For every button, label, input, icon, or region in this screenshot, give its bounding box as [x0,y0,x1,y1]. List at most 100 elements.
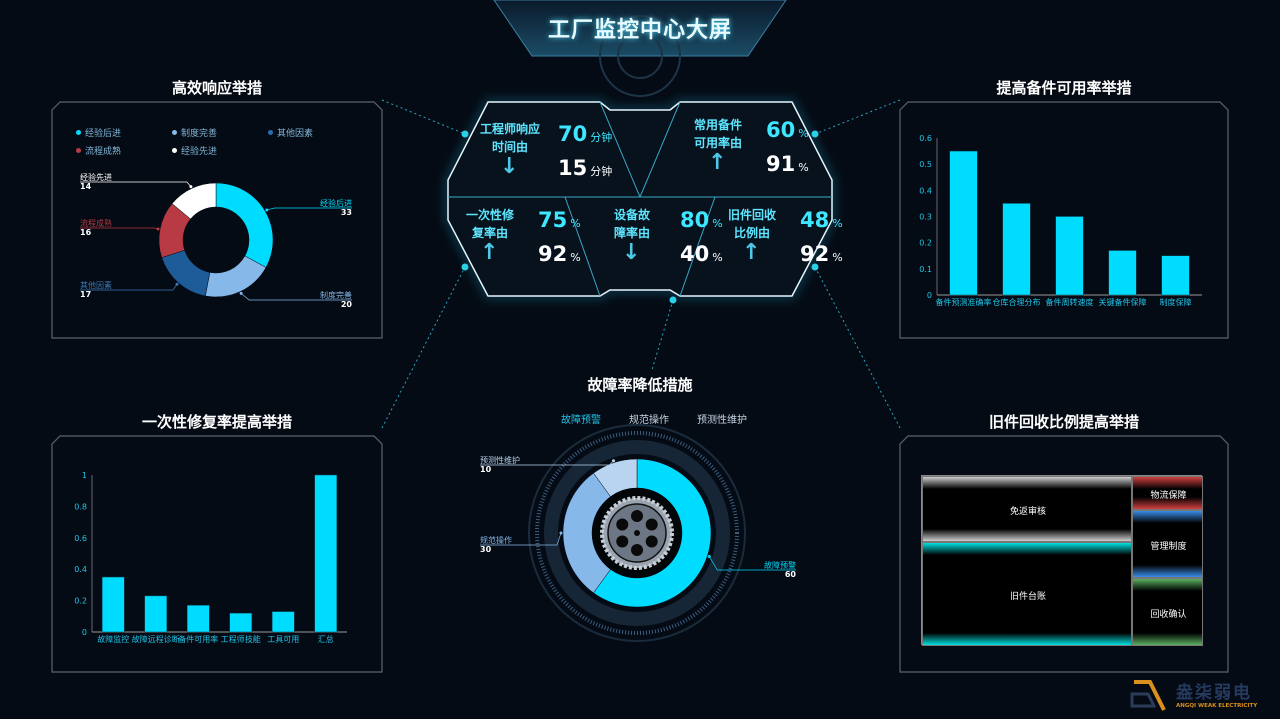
slice-value: 30 [480,545,492,554]
brand-logo: 盎柒弱电 ANGQI WEAK ELECTRICITY [1128,676,1278,716]
legend-dot [172,148,177,153]
legend-item[interactable]: 预测性维护 [697,415,747,426]
slice-name: 流程成熟 [80,218,112,228]
slice-name: 预测性维护 [480,455,520,465]
kpi-card: 旧件回收 比例由 ↑ 48% 92% [712,206,862,276]
kpi-from-value: 75% [538,208,581,232]
y-tick-label: 0.8 [74,502,87,511]
kpi-unit: % [832,251,843,264]
kpi-label: 设备故 障率由 [592,206,672,242]
treemap-tile: 管理制度 [1132,510,1203,578]
x-tick-label: 备件预测准确率 [936,297,992,307]
treemap-tile-label: 旧件台账 [1009,591,1046,602]
brand-name: 盎柒弱电 [1176,683,1252,703]
slice-value: 17 [80,290,91,299]
brand-subtitle: ANGQI WEAK ELECTRICITY [1176,703,1258,709]
y-tick-label: 1 [82,471,87,480]
slice-name: 故障预警 [764,560,796,570]
bar [949,150,978,296]
legend-item: 制度完善 [172,126,217,139]
panel-title-failure: 故障率降低措施 [587,376,693,394]
treemap-tile-label: 管理制度 [1150,542,1187,552]
kpi-card: 工程师响应 时间由 ↓ 70 分钟 15 分钟 [470,120,620,190]
kpi-unit: % [570,251,581,264]
kpi-from-value: 48% [800,208,843,232]
slice-value: 14 [80,182,92,191]
bar [229,612,253,633]
kpi-to-value: 40% [680,242,723,266]
legend-item[interactable]: 故障预警 [561,415,601,426]
y-tick-label: 0.4 [74,565,87,574]
label-leader [266,207,352,211]
treemap-tile: 回收确认 [1132,578,1203,646]
kpi-from-value: 70 分钟 [558,122,613,146]
kpi-label-line1: 工程师响应 [479,122,540,136]
kpi-label-line2: 复率由 [471,226,508,240]
bar [144,595,168,633]
donut-slice [171,182,217,220]
kpi-label-line2: 可用率由 [693,136,742,150]
legend-item[interactable]: 规范操作 [629,415,669,426]
slice-name: 规范操作 [480,535,512,545]
kpi-unit: % [798,161,809,174]
x-tick-label: 关键备件保障 [1099,297,1147,307]
label-leader [80,181,192,187]
gear-hole [631,544,643,556]
legend-label: 制度完善 [181,129,218,139]
y-tick-label: 0.6 [919,134,932,143]
slice-value: 10 [480,465,492,474]
donut-slice [161,249,211,297]
kpi-unit: 分钟 [590,131,613,144]
title-banner [493,0,787,57]
slice-name: 制度完善 [320,290,352,300]
legend-label: 其他因素 [277,129,314,139]
kpi-card: 设备故 障率由 ↓ 80% 40% [592,206,742,276]
legend-label: 经验后进 [85,129,122,139]
treemap-tile: 免返审核 [922,476,1132,542]
legend-item: 流程成熟 [76,144,121,157]
kpi-label-line2: 比例由 [733,226,770,240]
legend-label: 经验先进 [181,147,218,157]
kpi-hex-frame [447,101,833,297]
y-tick-label: 0.5 [919,160,932,169]
y-tick-label: 0.2 [919,239,932,248]
x-tick-label: 工具可用 [267,635,299,644]
label-leader [708,556,796,571]
panel-title-spare: 提高备件可用率举措 [996,79,1132,97]
donut-slice [215,182,274,268]
gear-hole [645,518,658,531]
bar [271,611,295,633]
bar [1161,255,1190,296]
slice-name: 经验先进 [80,172,112,182]
kpi-to-value: 92% [538,242,581,266]
kpi-card: 一次性修复率由 ↑ 75% 92% [450,206,600,276]
arrow-up-icon: ↑ [480,240,499,265]
legend-item: 经验后进 [76,126,121,139]
y-tick-label: 0.4 [919,186,932,195]
gear-hole [645,535,658,548]
bar [1002,203,1031,296]
kpi-label-line1: 一次性修 [465,208,514,222]
legend-dot [268,130,273,135]
bar [1108,250,1137,296]
x-tick-label: 汇总 [318,634,334,644]
legend-label: 流程成熟 [85,147,122,157]
kpi-label-line1: 设备故 [613,208,650,222]
kpi-label: 常用备件 可用率由 [678,116,758,152]
treemap-tile-label: 回收确认 [1150,610,1187,620]
treemap-tile-label: 免返审核 [1009,506,1046,517]
slice-value: 20 [341,300,353,309]
bar [186,605,210,633]
panel-title-recycle: 旧件回收比例提高举措 [988,413,1139,431]
x-tick-label: 制度保障 [1160,297,1192,307]
arrow-down-icon: ↓ [622,240,641,265]
y-tick-label: 0 [927,291,932,300]
y-tick-label: 0 [82,628,87,637]
kpi-label: 一次性修 复率由 [450,206,530,242]
kpi-from-value: 80% [680,208,723,232]
arrow-up-icon: ↑ [742,240,761,265]
slice-value: 16 [80,228,92,237]
legend-item: 其他因素 [268,126,313,139]
